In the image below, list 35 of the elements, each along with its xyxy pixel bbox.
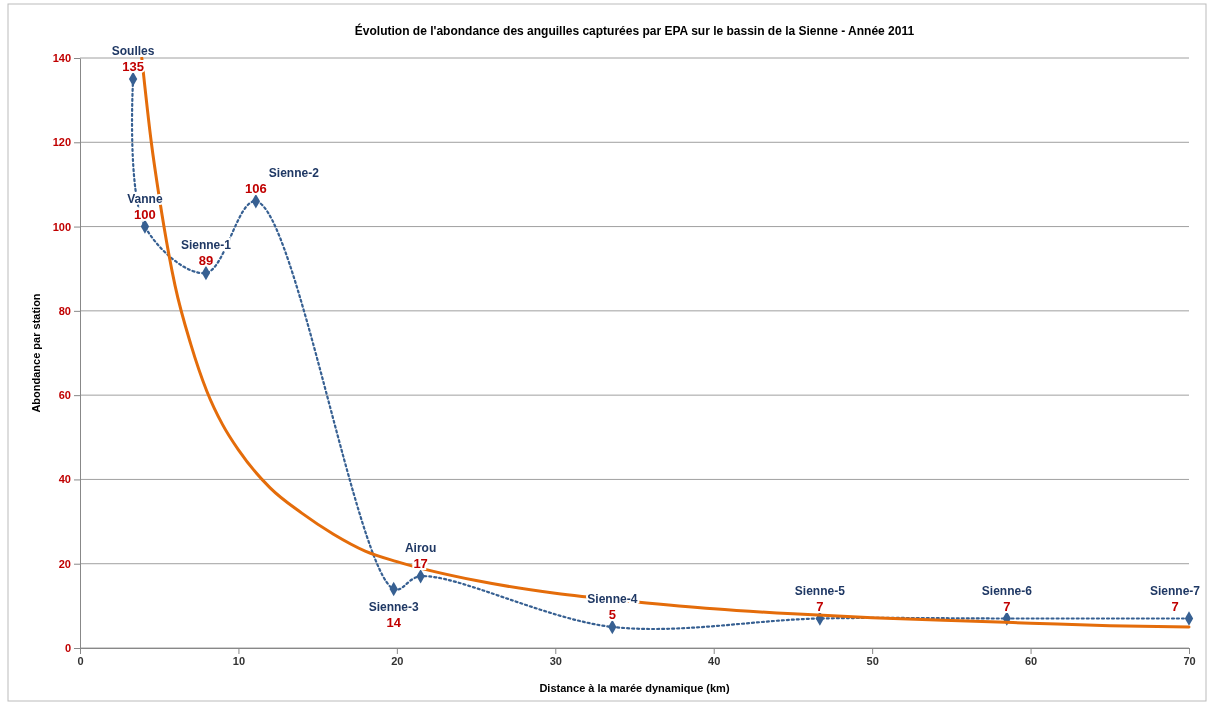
chart-title: Évolution de l'abondance des anguilles capturées par EPA sur le bassin de la Sienne - Année 2011	[354, 23, 915, 38]
data-label: 14	[386, 615, 402, 630]
x-axis-title: Distance à la marée dynamique (km)	[539, 682, 730, 694]
x-tick-label: 20	[391, 654, 404, 667]
annotation: Sienne-5	[794, 583, 846, 598]
y-tick-label: 0	[64, 642, 71, 655]
annotation: Sienne-6	[981, 583, 1033, 598]
annotation: Sienne-2	[268, 166, 320, 181]
data-label: 100	[134, 206, 156, 222]
y-tick-label: 40	[58, 473, 71, 486]
x-tick-label: 40	[708, 654, 721, 667]
x-tick-label: 50	[866, 654, 879, 667]
y-axis-title: Abondance par station	[30, 293, 42, 413]
y-tick-label: 60	[58, 389, 71, 402]
annotation: Sienne-1	[180, 237, 232, 252]
x-tick-label: 10	[232, 654, 246, 667]
data-label: 7	[1171, 598, 1179, 614]
y-tick-label: 100	[52, 220, 71, 233]
data-label: 7	[1003, 598, 1011, 614]
data-label: 106	[245, 181, 267, 197]
x-tick-label: 60	[1024, 654, 1038, 667]
annotation: Sienne-3	[368, 600, 420, 614]
y-tick-label: 120	[52, 136, 71, 149]
y-tick-label: 80	[58, 304, 71, 317]
x-tick-label: 70	[1183, 654, 1196, 667]
annotation: Sienne-7	[1149, 583, 1201, 598]
annotation: Soulles	[111, 44, 155, 59]
y-tick-label: 140	[52, 52, 71, 65]
data-label: 7	[816, 598, 824, 614]
data-label: 5	[608, 606, 616, 622]
x-tick-label: 0	[77, 654, 84, 667]
x-tick-label: 30	[549, 654, 562, 667]
data-label: 89	[198, 252, 214, 268]
y-tick-label: 20	[58, 557, 71, 570]
annotation: Airou	[404, 541, 437, 556]
